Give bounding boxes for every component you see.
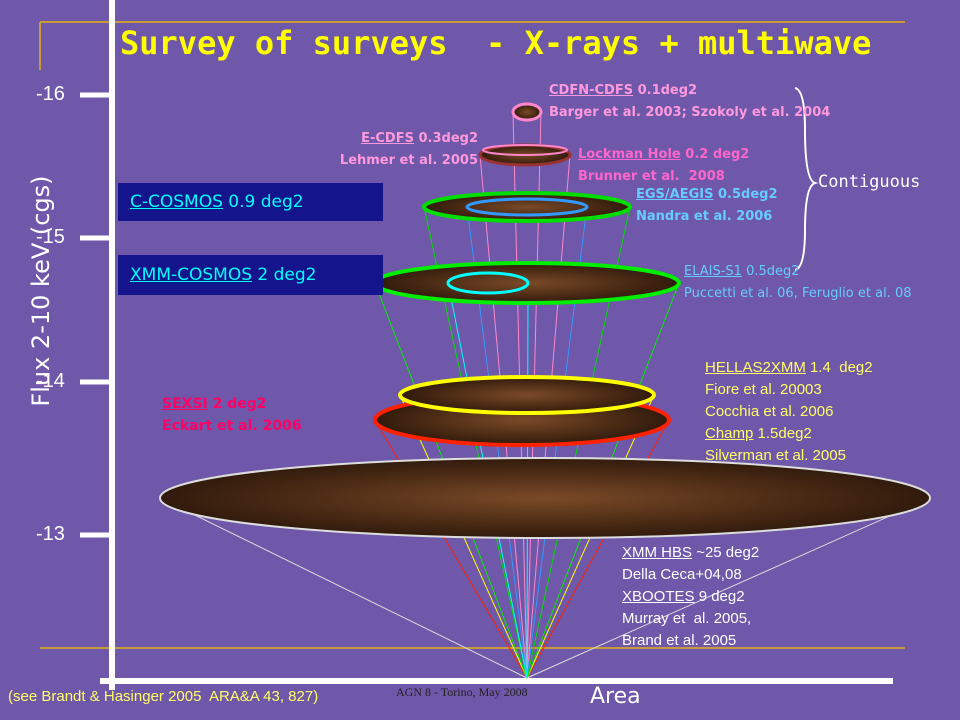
sky-field [398, 375, 656, 415]
survey-fields [159, 102, 931, 539]
survey-area: 2 deg2 [257, 265, 317, 285]
y-tick-label: -13 [36, 523, 65, 545]
survey-name: XMM-COSMOS [130, 265, 252, 285]
survey-label: Champ 1.5deg2 Silverman et al. 2005 [705, 423, 846, 467]
survey-name: ELAIS-S1 [684, 264, 742, 279]
survey-area: 0.3deg2 [418, 131, 478, 146]
frame [39, 0, 905, 690]
sky-field [482, 144, 568, 156]
survey-name: CDFN-CDFS [549, 83, 634, 98]
survey-name-line: HELLAS2XMM 1.4 deg2 [705, 357, 873, 379]
survey-label: Lockman Hole 0.2 deg2 Brunner et al. 2008 [578, 144, 749, 188]
survey-label: C-COSMOS 0.9 deg2 [118, 183, 383, 221]
survey-name-line: Lockman Hole 0.2 deg2 [578, 144, 749, 166]
survey-area: 1.5deg2 [757, 425, 812, 442]
cone-line [159, 497, 528, 679]
survey-ref: Fiore et al. 20003 [705, 381, 822, 398]
survey-label: ELAIS-S1 0.5deg2 Puccetti et al. 06, Feru… [684, 261, 911, 305]
survey-ref: Silverman et al. 2005 [705, 447, 846, 464]
sky-field [511, 102, 543, 122]
survey-ref: Barger et al. 2003; Szokoly et al. 2004 [549, 105, 831, 120]
x-axis-label: Area [590, 684, 641, 709]
survey-area: 0.5deg2 [718, 187, 778, 202]
survey-area: 1.4 deg2 [810, 359, 873, 376]
survey-label: XMM HBS ~25 deg2 Della Ceca+04,08 [622, 542, 759, 586]
survey-name-line: Champ 1.5deg2 [705, 423, 846, 445]
survey-name-line: XBOOTES 9 deg2 [622, 586, 751, 608]
survey-ref: Lehmer et al. 2005 [339, 153, 478, 168]
y-tick-label: -14 [36, 370, 65, 392]
sky-field [159, 457, 931, 539]
survey-ref: Puccetti et al. 06, Feruglio et al. 08 [684, 286, 912, 301]
survey-name: E-CDFS [361, 131, 414, 146]
survey-label: HELLAS2XMM 1.4 deg2 Fiore et al. 20003 Coc… [705, 357, 873, 423]
survey-ref: Brand et al. 2005 [622, 632, 737, 649]
survey-ref: Nandra et al. 2006 [636, 209, 773, 224]
survey-ref: Cocchia et al. 2006 [705, 403, 834, 420]
survey-area: ~25 deg2 [696, 544, 760, 561]
survey-name: Lockman Hole [578, 147, 681, 162]
survey-area: 2 deg2 [212, 396, 267, 412]
survey-name: XBOOTES [622, 588, 695, 605]
survey-name: HELLAS2XMM [705, 359, 806, 376]
y-tick-label: -15 [36, 226, 65, 248]
survey-name: SEXSI [162, 396, 208, 412]
survey-name-line: C-COSMOS 0.9 deg2 [130, 183, 383, 221]
survey-name-line: XMM HBS ~25 deg2 [622, 542, 759, 564]
survey-name-line: XMM-COSMOS 2 deg2 [130, 255, 383, 295]
survey-label: CDFN-CDFS 0.1deg2 Barger et al. 2003; Szo… [549, 80, 830, 124]
survey-ref: Murray et al. 2005, [622, 610, 752, 627]
survey-area: 0.9 deg2 [228, 192, 304, 212]
survey-label: SEXSI 2 deg2 Eckart et al. 2006 [162, 393, 302, 437]
survey-name: EGS/AEGIS [636, 187, 714, 202]
survey-name-line: E-CDFS 0.3deg2 [340, 128, 478, 150]
survey-label: XMM-COSMOS 2 deg2 [118, 255, 383, 295]
survey-name-line: EGS/AEGIS 0.5deg2 [636, 184, 778, 206]
survey-name-line: SEXSI 2 deg2 [162, 393, 302, 415]
cone-line [526, 497, 931, 679]
survey-name: Champ [705, 425, 754, 442]
y-tick-label: -16 [36, 83, 65, 105]
citation: (see Brandt & Hasinger 2005 ARA&A 43, 82… [8, 688, 319, 705]
sky-field [422, 191, 632, 223]
survey-label: E-CDFS 0.3deg2 Lehmer et al. 2005 [340, 128, 478, 172]
survey-name: XMM HBS [622, 544, 693, 561]
survey-label: XBOOTES 9 deg2 Murray et al. 2005, Brand e… [622, 586, 751, 652]
survey-area: 9 deg2 [698, 588, 745, 605]
survey-area: 0.5deg2 [746, 264, 800, 279]
footer: AGN 8 - Torino, May 2008 [396, 685, 528, 699]
survey-ref: Eckart et al. 2006 [162, 418, 302, 434]
survey-name-line: CDFN-CDFS 0.1deg2 [549, 80, 830, 102]
survey-area: 0.2 deg2 [685, 147, 750, 162]
bracket-label: Contiguous [818, 172, 921, 192]
survey-label: EGS/AEGIS 0.5deg2 Nandra et al. 2006 [636, 184, 778, 228]
sky-field [446, 271, 530, 295]
survey-name: C-COSMOS [130, 192, 223, 212]
sky-field [465, 197, 589, 217]
survey-name-line: ELAIS-S1 0.5deg2 [684, 261, 911, 283]
survey-ref: Della Ceca+04,08 [622, 566, 742, 583]
survey-area: 0.1deg2 [637, 83, 698, 98]
survey-ref: Brunner et al. 2008 [578, 169, 725, 184]
title: Survey of surveys - X-rays + multiwave [120, 24, 872, 62]
